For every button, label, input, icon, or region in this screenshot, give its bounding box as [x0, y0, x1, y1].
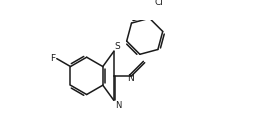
Text: S: S	[115, 42, 120, 51]
Text: Cl: Cl	[154, 0, 163, 7]
Text: N: N	[127, 74, 134, 83]
Text: F: F	[50, 54, 55, 63]
Text: N: N	[115, 101, 121, 110]
